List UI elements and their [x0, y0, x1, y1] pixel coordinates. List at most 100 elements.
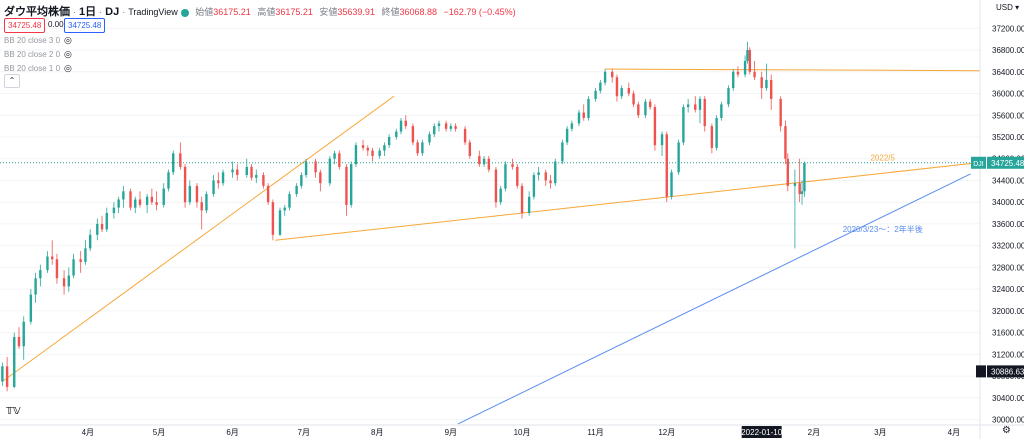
y-tick-label: 32400.00 [992, 285, 1024, 294]
eye-hidden-icon[interactable]: ◎ [64, 49, 72, 59]
candle [333, 150, 336, 165]
candle-body [200, 202, 203, 211]
candle-body [798, 183, 801, 195]
candle [454, 123, 457, 132]
candle-body [444, 123, 448, 129]
candle-body [266, 185, 270, 203]
y-tick-label: 36000.00 [992, 90, 1024, 99]
sell-price-box[interactable]: 34725.48 [4, 18, 46, 33]
y-tick-label: 32000.00 [992, 307, 1024, 316]
candle-body [599, 82, 602, 91]
candle [288, 191, 291, 211]
candle-body [150, 196, 154, 203]
candle-body [383, 145, 386, 151]
interval-label[interactable]: 1日 [79, 6, 97, 18]
candle [561, 139, 564, 165]
candle [594, 88, 597, 102]
candle [96, 218, 99, 241]
currency-label: USD [996, 3, 1013, 12]
candle-body [271, 202, 275, 235]
candle [39, 264, 42, 287]
candle-body [786, 158, 789, 186]
indicator-row-bb1[interactable]: BB 20 close 1 0 ◎ [4, 63, 72, 74]
candle-body [112, 207, 116, 214]
candle [670, 169, 673, 200]
market-status-icon [180, 8, 189, 17]
candle-body [437, 123, 441, 127]
cursor-price-tag [987, 365, 1024, 378]
candle-body [295, 185, 298, 195]
close-label: 終値 [381, 7, 400, 17]
candle-body [627, 88, 631, 94]
provider-label: TradingView [128, 7, 178, 17]
candle [100, 215, 104, 233]
candle [421, 139, 424, 157]
candle [162, 183, 165, 208]
candle-body [188, 185, 192, 203]
eye-hidden-icon[interactable]: ◎ [64, 35, 72, 45]
open-label: 始値 [195, 7, 214, 17]
candle-body [39, 270, 42, 279]
candle-body [478, 156, 481, 165]
chevron-up-icon[interactable]: ⌃ [4, 74, 20, 88]
candle [620, 85, 623, 99]
candle [387, 134, 391, 148]
candle-body [366, 147, 369, 151]
high-value: 36175.21 [275, 7, 313, 17]
candle-body [283, 207, 286, 211]
indicator-row-bb3[interactable]: BB 20 close 3 0 ◎ [4, 35, 72, 46]
candle [5, 357, 9, 392]
candle [627, 82, 631, 97]
candle-body [183, 166, 187, 203]
candle [504, 161, 507, 192]
candle [537, 166, 540, 181]
candle-body [345, 166, 348, 205]
candle-body [79, 259, 82, 262]
candle-body [84, 248, 87, 262]
candle-body [527, 196, 531, 214]
candle [786, 153, 789, 192]
candle-body [499, 188, 502, 203]
currency-selector[interactable]: USD ▾ [996, 3, 1020, 12]
candle-body [582, 112, 585, 118]
candle [217, 172, 220, 189]
candle [665, 131, 668, 203]
candle [753, 60, 756, 80]
buy-price-box[interactable]: 34725.48 [64, 18, 106, 33]
candle [694, 96, 697, 113]
candle [544, 169, 547, 186]
indicator-row-bb2[interactable]: BB 20 close 2 0 ◎ [4, 49, 72, 60]
candle [648, 98, 652, 110]
candle [67, 267, 71, 292]
candle-body [454, 126, 457, 129]
candle-body [162, 188, 165, 205]
candle-body [5, 366, 9, 387]
symbol-name: ダウ平均株価 [4, 6, 70, 18]
candle [437, 120, 441, 132]
candle-body [468, 142, 472, 157]
open-value: 36175.21 [213, 7, 251, 17]
candle [172, 150, 175, 176]
candle-body [603, 71, 607, 83]
candle-body [570, 123, 574, 129]
candle [565, 126, 569, 146]
candle [520, 183, 524, 219]
x-tick-label: 10月 [514, 428, 531, 437]
candle-body [537, 172, 540, 176]
candle-body [620, 88, 623, 97]
candle-body [653, 107, 657, 146]
high-label: 高値 [257, 7, 276, 17]
eye-hidden-icon[interactable]: ◎ [64, 63, 72, 73]
trend-line-orange [605, 68, 981, 72]
tradingview-logo[interactable]: 𝕋𝕍 [6, 406, 21, 417]
candle [304, 158, 308, 178]
candle-body [34, 278, 37, 295]
candle-body [554, 161, 557, 184]
candle [29, 289, 33, 325]
candle [715, 115, 718, 151]
x-tick-label: 2月 [808, 428, 820, 437]
candle-body [378, 150, 381, 157]
candle [84, 240, 87, 265]
gear-icon[interactable]: ⚙ [1002, 425, 1011, 436]
